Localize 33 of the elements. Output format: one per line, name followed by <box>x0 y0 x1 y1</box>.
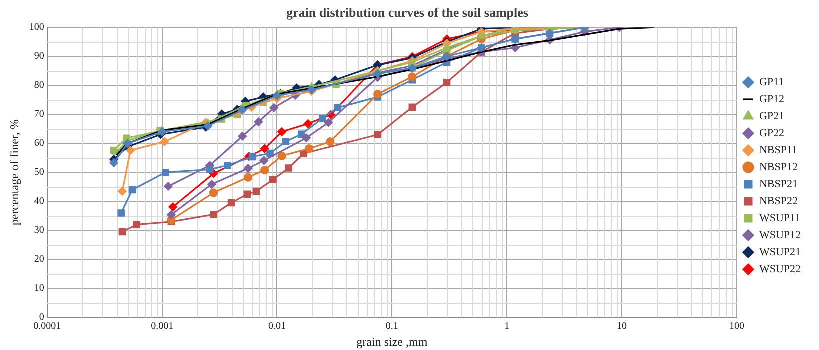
legend-label: WSUP11 <box>759 212 801 224</box>
legend-label: GP12 <box>759 93 784 106</box>
legend-label: WSUP21 <box>759 246 801 258</box>
y-tick-label: 90 <box>34 51 44 62</box>
legend-label: GP11 <box>759 76 784 88</box>
y-tick-label: 0 <box>39 312 44 324</box>
legend-label: NBSP12 <box>759 161 798 174</box>
x-tick-label: 1 <box>504 321 510 332</box>
y-tick-label: 40 <box>34 196 44 208</box>
y-tick-label: 60 <box>34 138 44 150</box>
x-tick-label: 0.0001 <box>34 321 62 332</box>
chart-title: grain distribution curves of the soil samples <box>286 5 528 20</box>
y-tick-label: 80 <box>34 80 44 92</box>
x-tick-label: 0.1 <box>386 321 398 332</box>
legend-label: WSUP22 <box>759 263 801 276</box>
legend-label: NBSP21 <box>759 178 798 190</box>
legend-label: GP22 <box>759 127 784 140</box>
y-tick-label: 30 <box>34 225 44 236</box>
legend-label: WSUP12 <box>759 229 801 242</box>
legend-label: NBSP11 <box>759 144 798 156</box>
y-tick-label: 70 <box>34 109 44 120</box>
y-axis-title: percentage of finer, % <box>7 120 22 226</box>
y-tick-label: 10 <box>34 283 44 294</box>
legend-label: NBSP22 <box>759 195 798 208</box>
x-axis-title: grain size ,mm <box>356 334 428 349</box>
y-tick-label: 100 <box>29 22 44 34</box>
y-tick-label: 20 <box>34 254 44 266</box>
x-tick-label: 0.001 <box>151 321 174 332</box>
y-tick-label: 50 <box>34 167 44 178</box>
legend-label: GP21 <box>759 110 784 122</box>
x-tick-label: 100 <box>729 321 744 332</box>
x-tick-label: 0.01 <box>268 321 286 332</box>
x-tick-label: 10 <box>617 321 628 332</box>
